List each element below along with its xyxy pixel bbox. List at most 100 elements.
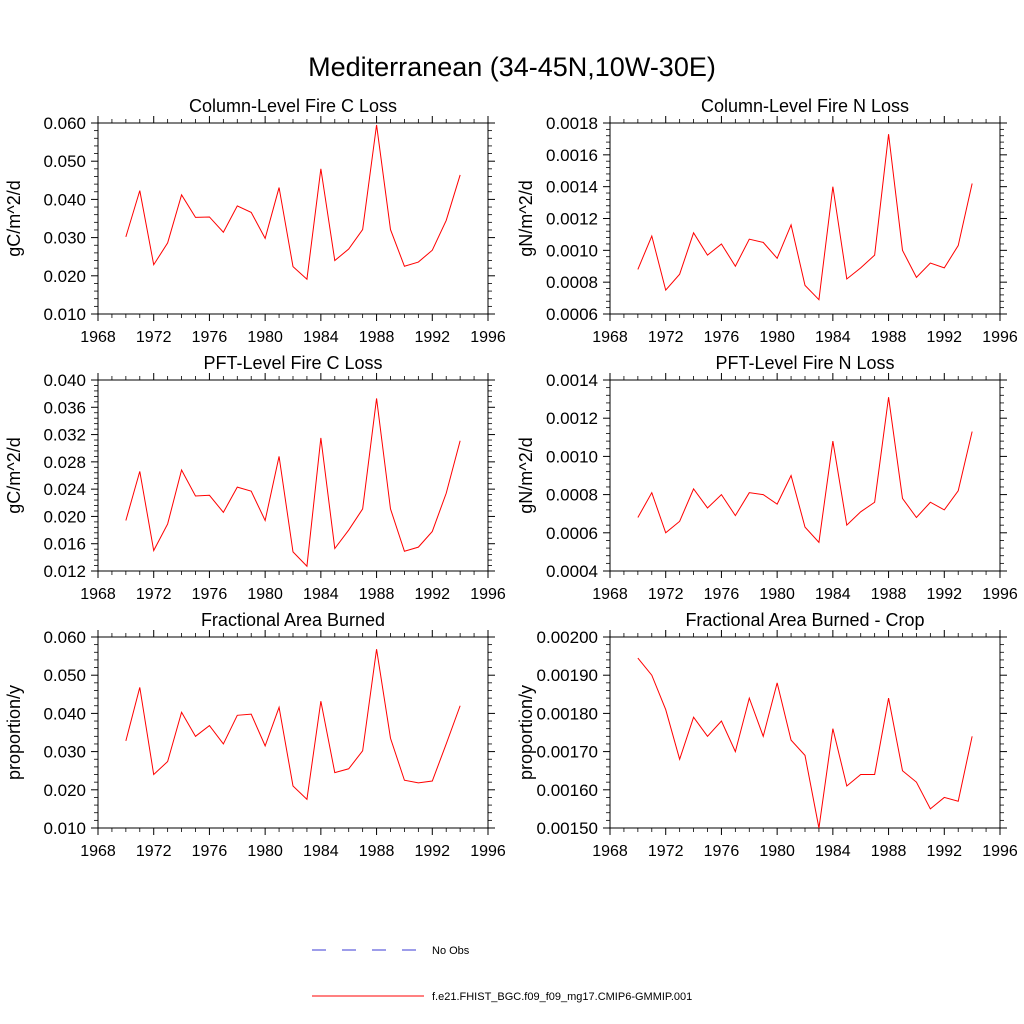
y-tick-label: 0.030 (43, 229, 86, 248)
y-tick-label: 0.0012 (546, 210, 598, 229)
series-line-1 (637, 657, 973, 829)
x-tick-label: 1992 (926, 586, 962, 603)
panels: Column-Level Fire C Loss 1968 1972 1976 1980… (4, 96, 1018, 860)
y-tick-label: 0.020 (43, 507, 86, 526)
y-axis-label: gC/m^2/d (4, 180, 24, 256)
series-line-1 (637, 134, 973, 301)
chart-title: PFT-Level Fire C Loss (203, 353, 382, 373)
series-line-1 (125, 124, 461, 281)
chart-title: Fractional Area Burned (201, 610, 385, 630)
chart-panel-1: Column-Level Fire C Loss 1968 1972 1976 1980… (4, 96, 506, 346)
legend-label: f.e21.FHIST_BGC.f09_f09_mg17.CMIP6-GMMIP… (432, 991, 692, 1003)
y-axis-label: gN/m^2/d (516, 437, 536, 513)
x-tick-label: 1976 (192, 843, 228, 860)
x-tick-label: 1976 (192, 329, 228, 346)
x-tick-label: 1996 (470, 329, 506, 346)
chart-panel-5: Fractional Area Burned 1968 1972 1976 1980 19… (4, 610, 506, 860)
y-tick-label: 0.00150 (537, 819, 598, 838)
y-tick-label: 0.050 (43, 666, 86, 685)
y-tick-label: 0.0006 (546, 305, 598, 324)
x-tick-label: 1996 (470, 586, 506, 603)
y-tick-label: 0.040 (43, 190, 86, 209)
chart-panel-2: Column-Level Fire N Loss 1968 1972 1976 1980… (516, 96, 1018, 346)
chart-panel-3: PFT-Level Fire C Loss 1968 1972 1976 1980 198… (4, 353, 506, 603)
x-tick-label: 1968 (592, 586, 628, 603)
x-tick-label: 1988 (871, 843, 907, 860)
y-tick-label: 0.028 (43, 453, 86, 472)
x-tick-label: 1980 (247, 843, 283, 860)
legend-item-1: No Obs (312, 945, 470, 957)
y-tick-label: 0.010 (43, 819, 86, 838)
x-tick-label: 1980 (759, 843, 795, 860)
y-tick-label: 0.00200 (537, 628, 598, 647)
y-tick-label: 0.0010 (546, 241, 598, 260)
chart-title: Column-Level Fire N Loss (701, 96, 909, 116)
chart-title: Fractional Area Burned - Crop (685, 610, 924, 630)
x-tick-label: 1988 (871, 329, 907, 346)
y-axis-label: gC/m^2/d (4, 437, 24, 513)
x-tick-label: 1992 (414, 843, 450, 860)
y-tick-label: 0.040 (43, 704, 86, 723)
x-tick-label: 1984 (303, 329, 339, 346)
y-tick-label: 0.0018 (546, 114, 598, 133)
x-tick-label: 1992 (414, 329, 450, 346)
y-tick-label: 0.036 (43, 398, 86, 417)
y-tick-label: 0.0016 (546, 146, 598, 165)
y-tick-label: 0.024 (43, 480, 86, 499)
y-tick-label: 0.00180 (537, 704, 598, 723)
x-tick-label: 1992 (414, 586, 450, 603)
y-tick-label: 0.0008 (546, 486, 598, 505)
plot-frame (609, 379, 1001, 572)
y-tick-label: 0.0008 (546, 273, 598, 292)
x-tick-label: 1988 (871, 586, 907, 603)
y-tick-label: 0.050 (43, 152, 86, 171)
x-tick-label: 1980 (759, 329, 795, 346)
x-tick-label: 1992 (926, 843, 962, 860)
x-tick-label: 1984 (303, 843, 339, 860)
x-tick-label: 1988 (359, 586, 395, 603)
y-tick-label: 0.032 (43, 426, 86, 445)
x-tick-label: 1996 (982, 329, 1018, 346)
x-tick-label: 1968 (80, 329, 116, 346)
plot-frame (97, 636, 489, 829)
x-tick-label: 1984 (815, 329, 851, 346)
chart-title: Column-Level Fire C Loss (189, 96, 397, 116)
y-tick-label: 0.0012 (546, 409, 598, 428)
plot-frame (97, 379, 489, 572)
y-tick-label: 0.00170 (537, 743, 598, 762)
x-tick-label: 1972 (136, 329, 172, 346)
series-line-1 (637, 397, 973, 544)
x-tick-label: 1968 (592, 329, 628, 346)
y-tick-label: 0.00160 (537, 781, 598, 800)
x-tick-label: 1976 (192, 586, 228, 603)
x-tick-label: 1976 (704, 843, 740, 860)
x-tick-label: 1972 (648, 586, 684, 603)
y-tick-label: 0.0014 (546, 371, 598, 390)
x-tick-label: 1972 (648, 329, 684, 346)
y-axis-label: gN/m^2/d (516, 180, 536, 256)
x-tick-label: 1976 (704, 586, 740, 603)
series-line-1 (125, 649, 461, 801)
y-tick-label: 0.060 (43, 114, 86, 133)
x-tick-label: 1972 (648, 843, 684, 860)
x-tick-label: 1976 (704, 329, 740, 346)
y-tick-label: 0.010 (43, 305, 86, 324)
y-tick-label: 0.0014 (546, 178, 598, 197)
x-tick-label: 1972 (136, 586, 172, 603)
x-tick-label: 1988 (359, 843, 395, 860)
plot-frame (97, 122, 489, 315)
y-tick-label: 0.020 (43, 781, 86, 800)
x-tick-label: 1980 (247, 586, 283, 603)
x-tick-label: 1984 (815, 586, 851, 603)
x-tick-label: 1968 (80, 843, 116, 860)
x-tick-label: 1988 (359, 329, 395, 346)
x-tick-label: 1996 (470, 843, 506, 860)
x-tick-label: 1980 (759, 586, 795, 603)
y-tick-label: 0.060 (43, 628, 86, 647)
x-tick-label: 1992 (926, 329, 962, 346)
x-tick-label: 1980 (247, 329, 283, 346)
x-tick-label: 1972 (136, 843, 172, 860)
chart-panel-6: Fractional Area Burned - Crop 1968 1972 197… (516, 610, 1018, 860)
chart-title: PFT-Level Fire N Loss (715, 353, 894, 373)
